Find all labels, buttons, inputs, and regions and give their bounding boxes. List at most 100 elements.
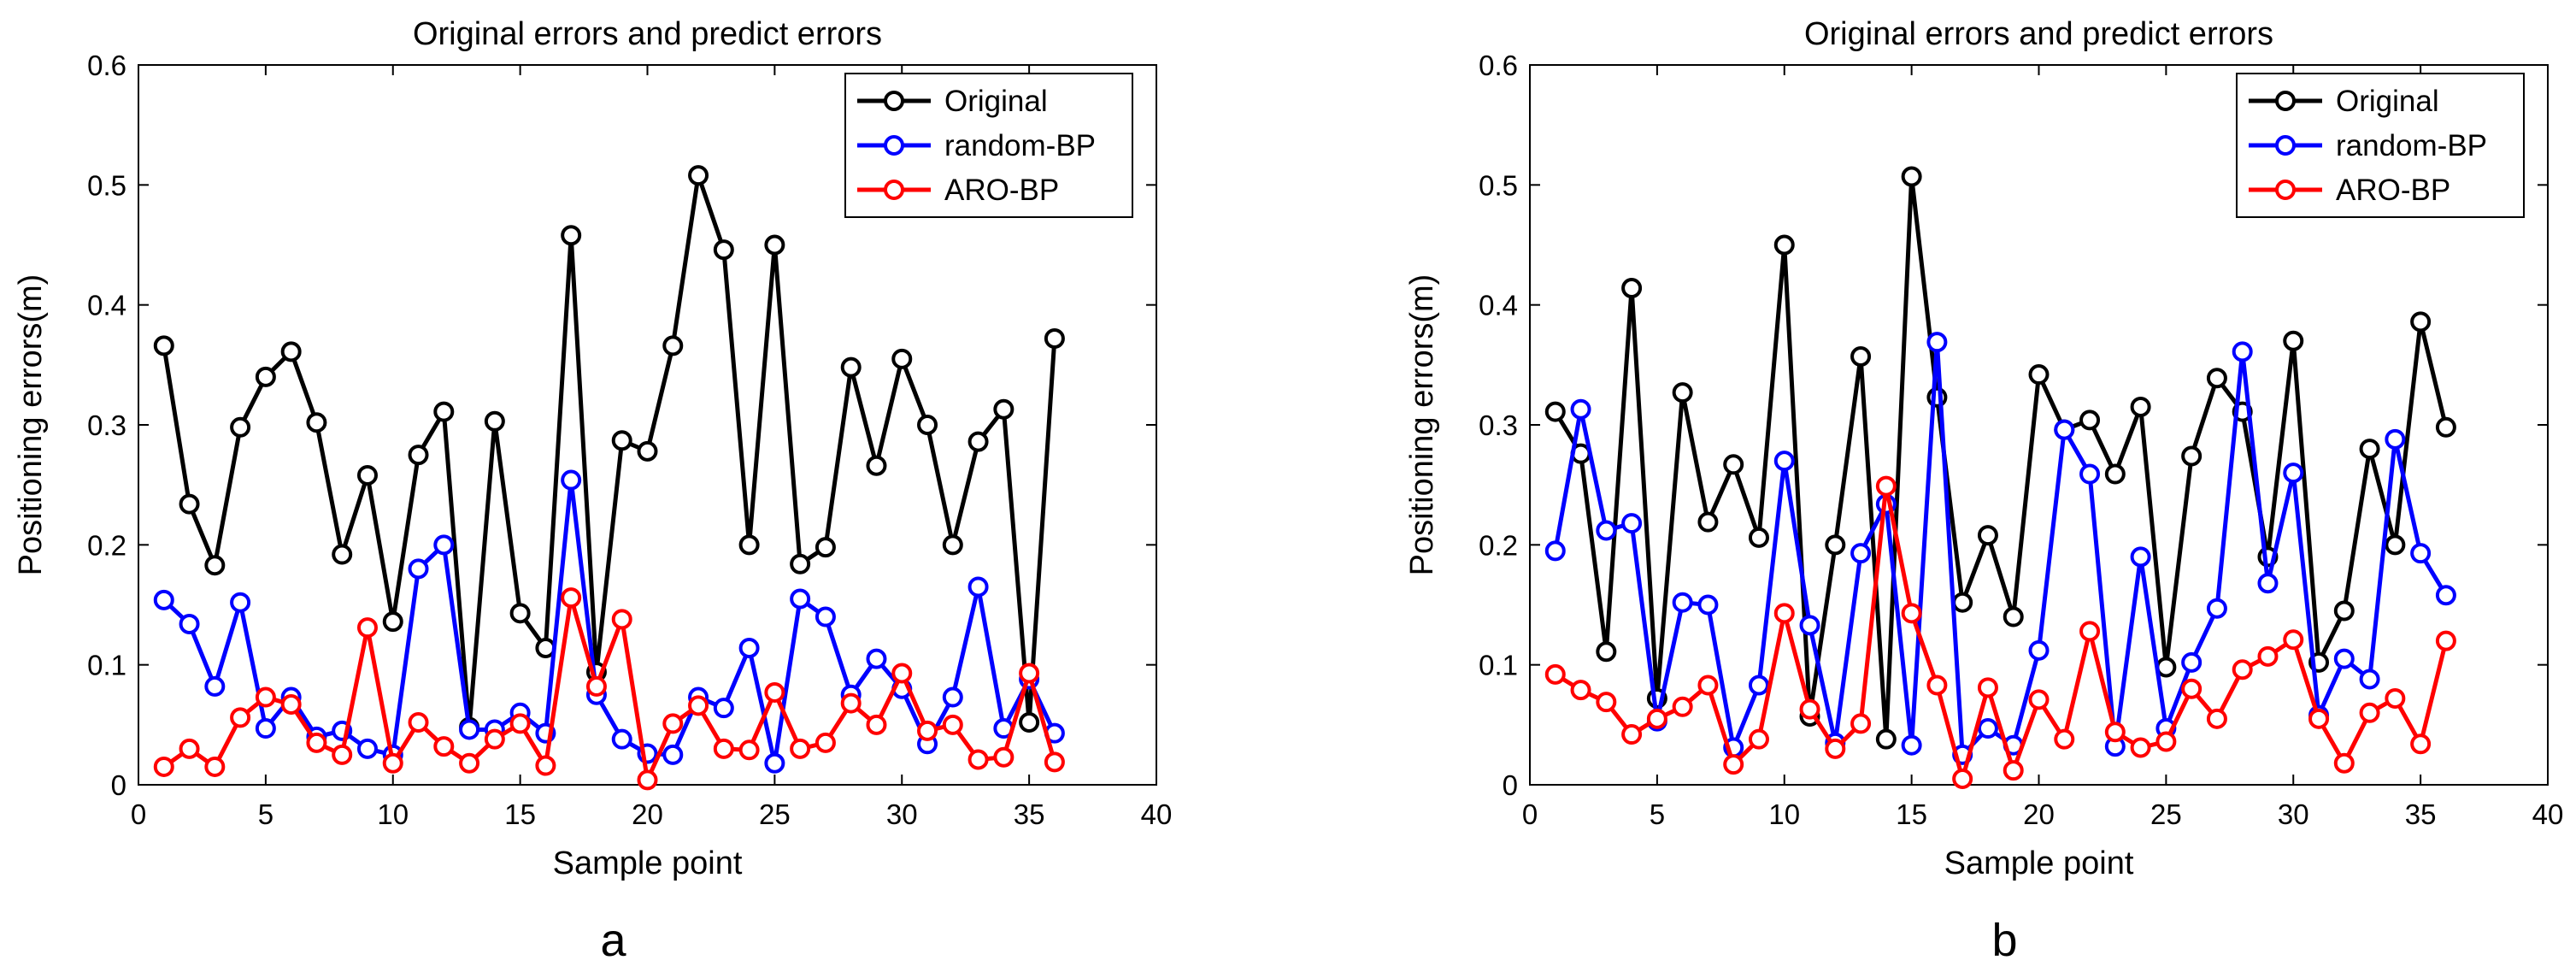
data-point bbox=[2130, 396, 2151, 417]
data-point bbox=[2181, 445, 2203, 467]
y-tick-label: 0.5 bbox=[1479, 169, 1518, 201]
data-point bbox=[1748, 527, 1769, 548]
panel-label: b bbox=[1991, 915, 2017, 966]
data-point bbox=[1926, 675, 1948, 696]
legend-label: ARO-BP bbox=[2336, 174, 2450, 207]
data-point bbox=[230, 707, 251, 728]
data-point bbox=[332, 544, 353, 565]
data-point bbox=[2410, 543, 2432, 564]
data-point bbox=[1773, 603, 1795, 624]
data-point bbox=[1850, 543, 1872, 564]
y-tick-label: 0.1 bbox=[87, 650, 126, 681]
data-point bbox=[1901, 603, 1922, 624]
x-tick-label: 30 bbox=[2278, 798, 2309, 830]
y-tick-label: 0 bbox=[111, 769, 126, 801]
data-point bbox=[459, 719, 480, 740]
legend: Original random-BP ARO-BP bbox=[2236, 73, 2525, 218]
legend-swatch-marker bbox=[884, 135, 904, 156]
data-point bbox=[2079, 463, 2101, 485]
chart-title: Original errors and predict errors bbox=[1804, 16, 2273, 52]
data-point bbox=[738, 739, 760, 761]
data-point bbox=[2206, 368, 2227, 389]
data-point bbox=[764, 681, 785, 703]
data-point bbox=[204, 555, 226, 576]
data-point bbox=[2283, 462, 2304, 484]
data-point bbox=[2054, 419, 2075, 440]
data-point bbox=[2079, 409, 2101, 431]
data-point bbox=[2130, 737, 2151, 758]
data-point bbox=[764, 752, 785, 774]
data-point bbox=[2003, 760, 2024, 781]
data-point bbox=[306, 732, 327, 753]
data-point bbox=[1570, 680, 1591, 701]
data-point bbox=[662, 335, 684, 356]
data-point bbox=[153, 589, 174, 610]
y-tick-label: 0.2 bbox=[1479, 529, 1518, 561]
x-tick-label: 15 bbox=[1896, 798, 1927, 830]
x-tick-label: 25 bbox=[2150, 798, 2182, 830]
data-point bbox=[1799, 698, 1820, 720]
data-point bbox=[790, 553, 811, 574]
data-point bbox=[993, 398, 1015, 420]
data-point bbox=[815, 537, 836, 558]
data-point bbox=[255, 686, 276, 708]
x-tick-label: 25 bbox=[759, 798, 791, 830]
legend-label: random-BP bbox=[2336, 129, 2487, 162]
data-point bbox=[815, 732, 836, 753]
x-tick-label: 5 bbox=[1650, 798, 1665, 830]
data-point bbox=[1544, 401, 1566, 422]
y-axis-label: Positioning errors(m) bbox=[13, 274, 49, 576]
data-point bbox=[2385, 534, 2406, 556]
data-point bbox=[2206, 598, 2227, 619]
panel-label: a bbox=[600, 915, 626, 966]
chart-title: Original errors and predict errors bbox=[413, 16, 882, 52]
data-point bbox=[1044, 327, 1065, 349]
data-point bbox=[1621, 278, 1643, 299]
data-point bbox=[688, 695, 709, 716]
data-point bbox=[2054, 728, 2075, 750]
x-axis-label: Sample point bbox=[553, 845, 743, 881]
data-point bbox=[1723, 454, 1744, 475]
data-point bbox=[2385, 687, 2406, 709]
data-point bbox=[230, 416, 251, 438]
data-point bbox=[2257, 645, 2279, 667]
y-tick-label: 0.5 bbox=[87, 169, 126, 201]
data-point bbox=[1901, 166, 1922, 187]
data-point bbox=[967, 749, 989, 770]
data-point bbox=[1773, 234, 1795, 256]
chart-panel-a: Original errors and predict errors 0 5 10 15… bbox=[13, 16, 1172, 966]
data-point bbox=[1044, 751, 1065, 773]
legend-entry: Original bbox=[857, 85, 1048, 118]
x-tick-label: 40 bbox=[1141, 798, 1173, 830]
data-point bbox=[2359, 669, 2380, 690]
y-tick-label: 0.6 bbox=[1479, 50, 1518, 81]
data-point bbox=[1977, 677, 1998, 698]
legend-label: Original bbox=[2336, 85, 2439, 118]
y-tick-label: 0.6 bbox=[87, 50, 126, 81]
data-point bbox=[1697, 511, 1719, 533]
data-point bbox=[484, 410, 505, 432]
data-point bbox=[764, 234, 785, 256]
data-point bbox=[866, 648, 887, 669]
data-point bbox=[356, 464, 378, 486]
data-point bbox=[1596, 641, 1617, 663]
data-point bbox=[1596, 692, 1617, 713]
data-point bbox=[993, 746, 1015, 768]
data-point bbox=[2435, 585, 2456, 606]
data-point bbox=[2333, 600, 2355, 622]
data-point bbox=[1977, 525, 1998, 546]
data-point bbox=[356, 738, 378, 759]
data-point bbox=[637, 440, 658, 462]
data-point bbox=[1799, 615, 1820, 636]
y-tick-label: 0 bbox=[1503, 769, 1518, 801]
x-tick-label: 0 bbox=[1522, 798, 1538, 830]
data-point bbox=[942, 534, 963, 556]
data-point bbox=[1646, 708, 1667, 729]
data-point bbox=[866, 455, 887, 476]
data-point bbox=[891, 663, 913, 684]
data-point bbox=[840, 692, 862, 714]
data-point bbox=[2385, 428, 2406, 450]
data-point bbox=[2155, 731, 2177, 752]
data-point bbox=[535, 755, 556, 776]
data-point bbox=[1926, 332, 1948, 353]
